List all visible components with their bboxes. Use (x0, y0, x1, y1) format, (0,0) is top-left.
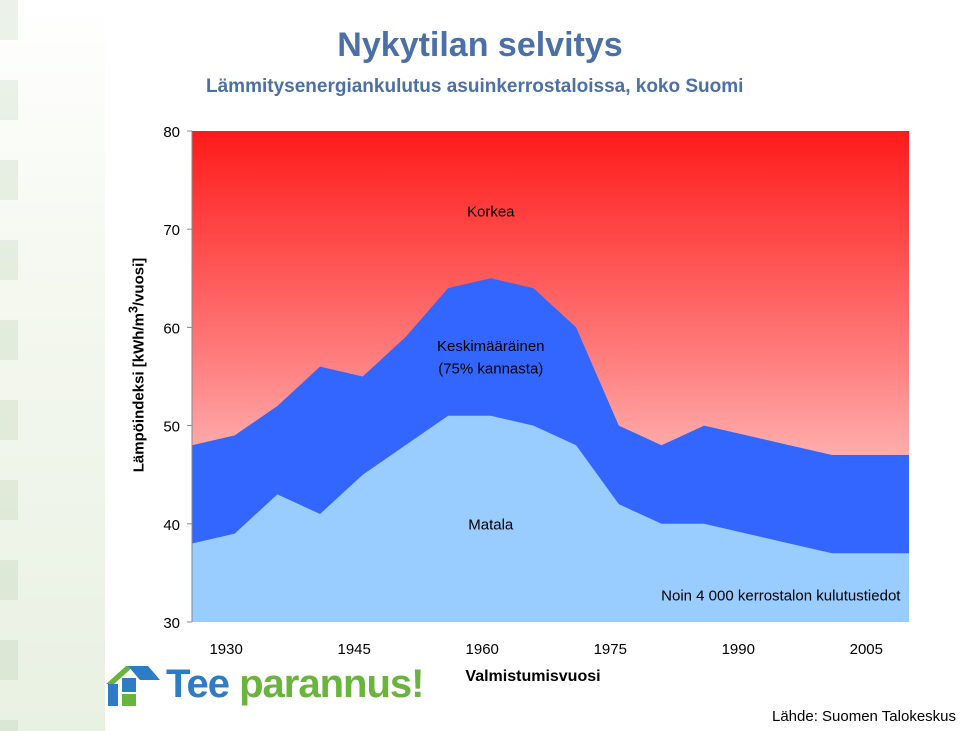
y-tick-label: 80 (163, 124, 180, 141)
region-label: Keskimääräinen (437, 338, 545, 355)
x-tick-label: 2005 (850, 641, 883, 658)
region-label: Korkea (467, 203, 515, 220)
chart-subtitle: Lämmitysenergiankulutus asuinkerrostaloi… (206, 76, 744, 97)
x-axis-label: Valmistumisvuosi (465, 668, 600, 685)
logo-text: Tee parannus! (166, 662, 424, 706)
x-tick-label: 1945 (337, 641, 370, 658)
y-tick-label: 70 (163, 222, 180, 239)
x-tick-label: 1990 (722, 641, 755, 658)
y-tick-label: 30 (163, 615, 180, 632)
source-note: Lähde: Suomen Talokeskus (771, 708, 956, 725)
area-matala (192, 415, 909, 622)
x-tick-label: 1975 (594, 641, 627, 658)
y-tick-label: 60 (163, 320, 180, 337)
logo: Tee parannus! (104, 660, 424, 710)
x-tick-label: 1960 (466, 641, 499, 658)
page-title: Nykytilan selvitys (337, 26, 623, 64)
region-label: (75% kannasta) (438, 361, 543, 378)
annotation-label: Noin 4 000 kerrostalon kulutustiedot (661, 587, 901, 604)
y-tick-label: 40 (163, 517, 180, 534)
house-icon (106, 666, 160, 706)
x-tick-label: 1930 (209, 641, 242, 658)
region-label: Matala (468, 517, 514, 534)
background-strip (0, 0, 105, 731)
y-tick-label: 50 (163, 419, 180, 436)
